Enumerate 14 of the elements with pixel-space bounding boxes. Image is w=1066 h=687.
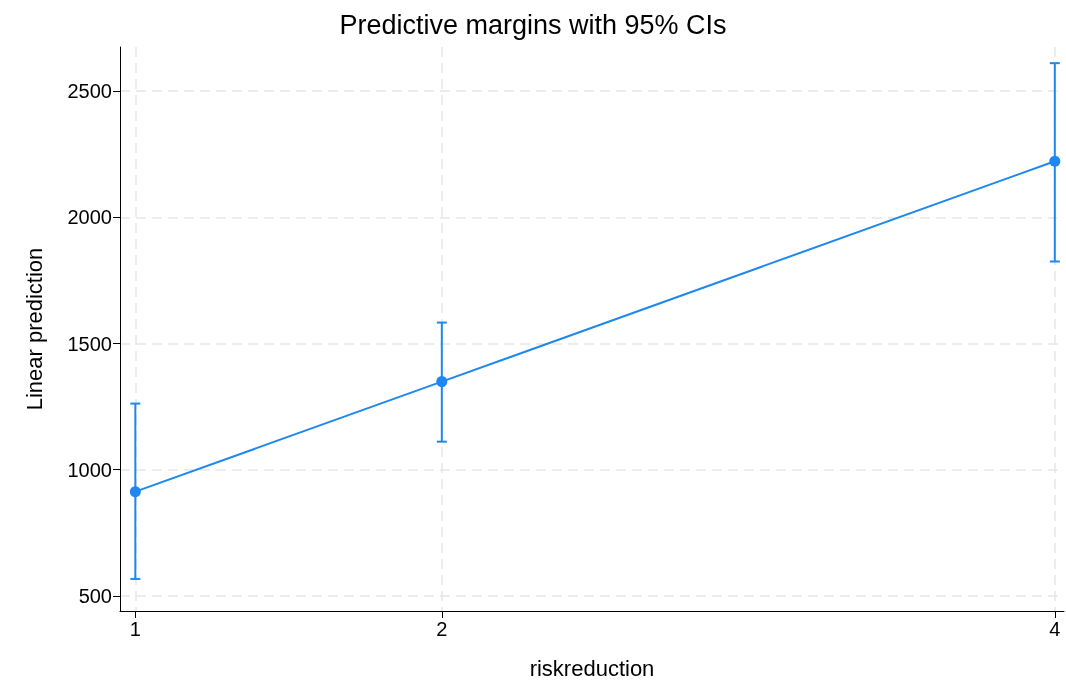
point (1049, 155, 1061, 167)
x-tick-label: 1 (129, 618, 141, 640)
y-tick-label: 1500 (67, 332, 112, 355)
x-tick-label: 2 (436, 618, 448, 640)
x-axis-title: riskreduction (529, 655, 655, 681)
y-tick-label: 2000 (67, 206, 112, 229)
chart-title: Predictive margins with 95% CIs (339, 9, 727, 40)
y-tick-label: 1000 (67, 458, 112, 481)
y-tick-label: 500 (78, 584, 112, 607)
y-tick-label: 2500 (67, 80, 112, 103)
point (436, 376, 448, 388)
point (129, 486, 141, 498)
y-axis-title: Linear prediction (21, 247, 47, 411)
x-tick-label: 4 (1049, 618, 1061, 640)
